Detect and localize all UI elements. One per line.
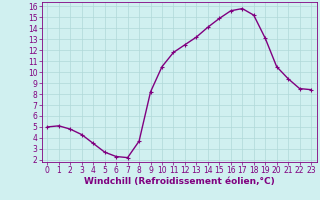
X-axis label: Windchill (Refroidissement éolien,°C): Windchill (Refroidissement éolien,°C) [84,177,275,186]
